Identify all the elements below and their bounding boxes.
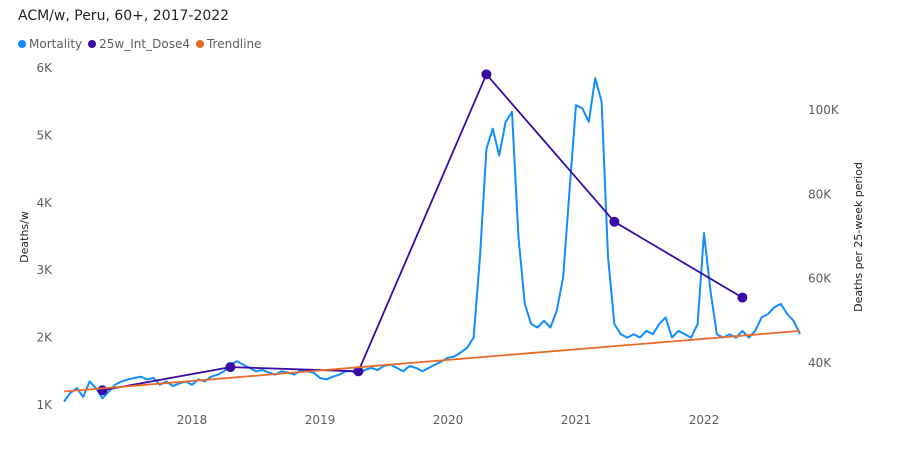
y-right-tick-label: 40K [808, 356, 832, 370]
series-layer [63, 69, 801, 403]
x-tick-label: 2021 [561, 413, 592, 427]
y-left-tick-label: 1K [36, 398, 53, 412]
data-point-25w-int-dose4[interactable] [225, 362, 236, 373]
y-left-tick-label: 3K [36, 263, 53, 277]
legend-label-trendline: Trendline [206, 37, 262, 51]
y-left-tick-label: 4K [36, 196, 53, 210]
x-tick-label: 2020 [433, 413, 464, 427]
legend-label-dose4: 25w_Int_Dose4 [99, 37, 190, 51]
y-left-tick-label: 6K [36, 61, 53, 75]
chart-title: ACM/w, Peru, 60+, 2017-2022 [18, 8, 230, 24]
data-point-25w-int-dose4[interactable] [353, 366, 364, 377]
legend-marker-mortality [18, 40, 26, 48]
y-right-axis: 40K 60K 80K 100K [808, 103, 840, 370]
y-left-tick-label: 2K [36, 331, 53, 345]
x-tick-label: 2018 [177, 413, 208, 427]
y-right-axis-title: Deaths per 25-week period [852, 162, 865, 312]
legend-label-mortality: Mortality [29, 37, 83, 51]
legend-item-mortality[interactable]: Mortality [18, 37, 82, 51]
data-point-25w-int-dose4[interactable] [609, 216, 620, 227]
data-point-25w-int-dose4[interactable] [481, 69, 492, 80]
y-right-tick-label: 100K [808, 103, 840, 117]
series-line-trendline[interactable] [63, 330, 801, 393]
y-right-tick-label: 60K [808, 272, 832, 286]
y-left-tick-label: 5K [36, 128, 53, 142]
x-tick-label: 2019 [305, 413, 336, 427]
y-left-axis-title: Deaths/w [18, 211, 31, 263]
legend: Mortality 25w_Int_Dose4 Trendline [18, 37, 267, 51]
y-right-tick-label: 80K [808, 187, 832, 201]
x-axis: 2018 2019 2020 2021 2022 [177, 413, 720, 427]
series-line-25w-int-dose4[interactable] [102, 73, 743, 392]
legend-item-trendline[interactable]: Trendline [195, 37, 262, 51]
data-point-25w-int-dose4[interactable] [97, 385, 108, 396]
legend-item-dose4[interactable]: 25w_Int_Dose4 [88, 37, 190, 51]
legend-marker-dose4 [88, 40, 97, 48]
legend-marker-trendline [195, 40, 204, 48]
data-point-25w-int-dose4[interactable] [737, 292, 748, 303]
x-tick-label: 2022 [689, 413, 720, 427]
series-line-mortality[interactable] [63, 77, 801, 403]
y-left-axis: 1K 2K 3K 4K 5K 6K [36, 61, 53, 412]
